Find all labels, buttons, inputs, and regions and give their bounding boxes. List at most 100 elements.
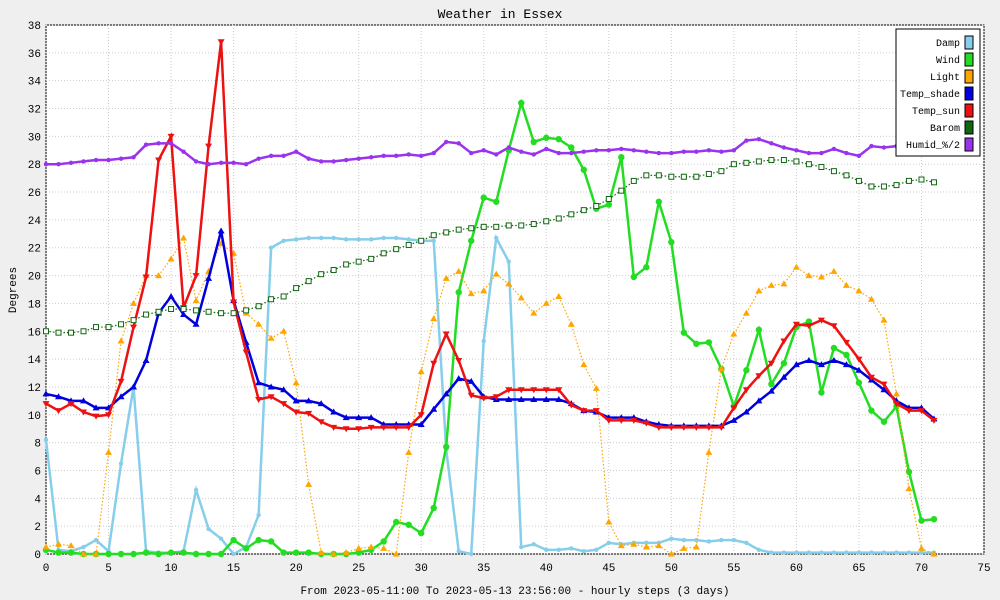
marker: [767, 281, 775, 288]
marker: [767, 387, 775, 394]
marker: [731, 148, 737, 153]
marker: [517, 294, 525, 301]
marker: [206, 162, 211, 167]
marker: [506, 259, 511, 264]
marker: [505, 395, 513, 402]
marker: [156, 141, 161, 146]
marker: [256, 156, 261, 161]
marker: [542, 395, 550, 402]
marker: [555, 135, 562, 143]
marker: [542, 299, 550, 306]
marker: [318, 235, 324, 241]
marker: [780, 280, 788, 287]
marker: [869, 550, 874, 555]
marker: [405, 241, 412, 248]
marker: [105, 448, 113, 455]
marker: [930, 515, 938, 523]
marker: [730, 330, 738, 337]
marker: [556, 547, 561, 553]
marker: [930, 550, 938, 557]
marker: [330, 550, 338, 557]
marker: [681, 149, 687, 154]
marker: [494, 235, 499, 241]
marker: [355, 544, 363, 551]
marker: [317, 400, 325, 407]
marker: [542, 387, 550, 394]
marker: [292, 549, 300, 556]
marker: [242, 349, 250, 356]
marker: [130, 383, 138, 390]
marker: [255, 379, 263, 386]
y-tick-label: 28: [28, 160, 41, 172]
marker: [655, 542, 663, 549]
marker: [117, 337, 125, 344]
marker: [467, 392, 475, 399]
marker: [392, 550, 400, 557]
marker: [580, 361, 588, 368]
x-tick-label: 55: [727, 563, 740, 575]
marker: [67, 549, 75, 556]
marker: [630, 273, 638, 281]
marker: [455, 267, 463, 274]
marker: [118, 321, 125, 328]
legend-label: Barom: [930, 124, 960, 135]
marker: [205, 550, 212, 558]
marker: [168, 141, 174, 146]
marker: [444, 139, 449, 145]
marker: [643, 172, 650, 179]
marker: [667, 550, 675, 557]
y-tick-label: 14: [28, 355, 42, 367]
marker: [181, 149, 186, 154]
legend-swatch: [964, 35, 974, 50]
marker: [567, 402, 575, 409]
marker: [693, 173, 700, 180]
legend-swatch: [964, 52, 974, 67]
marker: [555, 292, 563, 299]
y-tick-label: 12: [28, 383, 41, 395]
marker: [581, 549, 586, 554]
marker: [417, 368, 425, 375]
marker: [331, 159, 336, 164]
marker: [793, 158, 800, 165]
marker: [567, 320, 575, 327]
marker: [105, 324, 112, 331]
marker: [205, 308, 212, 315]
marker: [717, 365, 725, 372]
marker: [842, 361, 850, 368]
marker: [55, 393, 63, 400]
marker: [630, 540, 638, 547]
marker: [669, 536, 674, 541]
marker: [880, 316, 888, 323]
marker: [55, 540, 63, 547]
marker: [406, 152, 411, 157]
marker: [844, 150, 849, 156]
marker: [905, 485, 913, 492]
marker: [693, 340, 700, 347]
marker: [817, 317, 825, 324]
marker: [367, 543, 375, 550]
marker: [530, 309, 538, 316]
marker: [867, 295, 875, 302]
marker: [393, 246, 400, 253]
marker: [580, 408, 588, 415]
marker: [719, 537, 724, 543]
marker: [231, 160, 236, 166]
marker: [342, 549, 350, 556]
marker: [617, 542, 625, 549]
marker: [392, 424, 400, 431]
marker: [644, 149, 649, 154]
marker: [343, 157, 349, 163]
marker: [780, 373, 788, 380]
marker: [368, 255, 375, 262]
marker: [744, 138, 749, 143]
marker: [605, 518, 613, 525]
marker: [493, 198, 500, 205]
marker: [430, 504, 437, 512]
x-tick-label: 50: [665, 563, 678, 575]
marker: [893, 182, 900, 189]
marker: [430, 360, 438, 367]
marker: [568, 144, 575, 151]
marker: [368, 155, 374, 160]
marker: [880, 183, 887, 190]
marker: [380, 538, 387, 545]
